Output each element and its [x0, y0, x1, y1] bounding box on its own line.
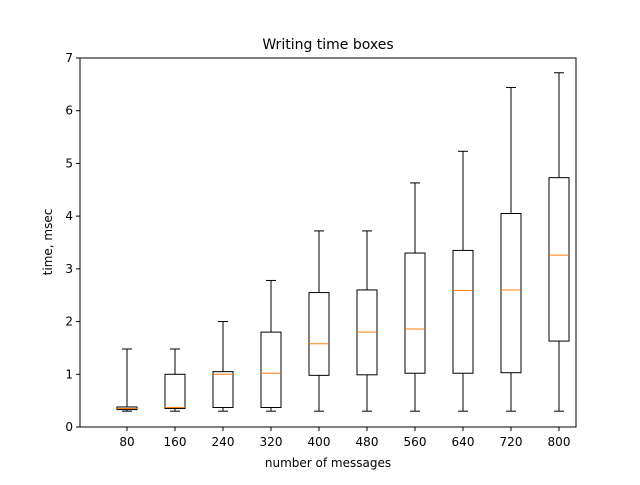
box — [548, 177, 570, 342]
plot-area: 0 1 2 3 4 5 6 7 80 160 240 320 400 480 560 640 720 800 — [65, 51, 577, 449]
box — [308, 292, 330, 376]
x-tick-label: 320 — [260, 435, 283, 449]
x-tick-label: 560 — [404, 435, 427, 449]
box — [260, 331, 282, 408]
y-tick-label: 5 — [65, 156, 73, 170]
y-axis-label: time, msec — [41, 209, 55, 276]
box — [452, 249, 474, 374]
y-tick-label: 1 — [65, 367, 73, 381]
box — [164, 373, 186, 410]
x-tick-label: 480 — [356, 435, 379, 449]
y-tick-label: 3 — [65, 262, 73, 276]
x-tick-label: 720 — [500, 435, 523, 449]
y-tick-label: 6 — [65, 104, 73, 118]
y-tick-label: 2 — [65, 315, 73, 329]
axes-frame — [79, 57, 577, 428]
x-tick-label: 640 — [452, 435, 475, 449]
x-axis-label: number of messages — [265, 456, 391, 470]
x-tick-label: 160 — [164, 435, 187, 449]
y-tick-label: 0 — [65, 420, 73, 434]
box — [500, 213, 522, 374]
box — [404, 252, 426, 374]
x-tick-label: 240 — [212, 435, 235, 449]
y-tick-label: 7 — [65, 51, 73, 65]
x-tick-label: 400 — [308, 435, 331, 449]
y-tick-label: 4 — [65, 209, 73, 223]
x-tick-label: 800 — [548, 435, 571, 449]
x-tick-label: 80 — [119, 435, 134, 449]
box — [212, 371, 234, 408]
chart-title: Writing time boxes — [262, 37, 393, 53]
